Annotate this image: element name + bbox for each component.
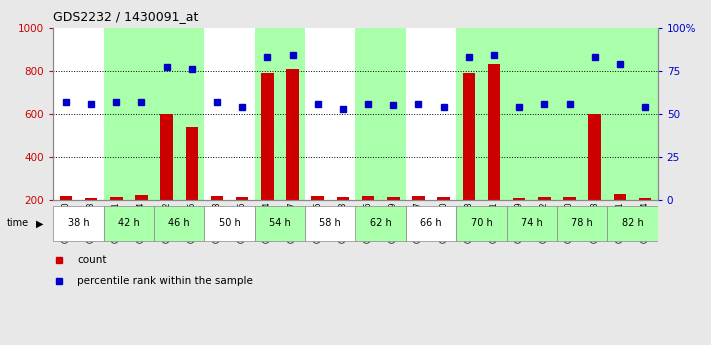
Text: percentile rank within the sample: percentile rank within the sample bbox=[77, 276, 253, 286]
Bar bbox=[60, 196, 73, 243]
Bar bbox=[506, 206, 557, 241]
Bar bbox=[387, 197, 400, 243]
Bar bbox=[186, 127, 198, 243]
Bar bbox=[205, 206, 255, 241]
Bar bbox=[305, 206, 356, 241]
Bar bbox=[456, 206, 506, 241]
Bar bbox=[513, 198, 525, 243]
Bar bbox=[356, 28, 406, 200]
Bar bbox=[255, 206, 305, 241]
Text: GDS2232 / 1430091_at: GDS2232 / 1430091_at bbox=[53, 10, 198, 23]
Text: 82 h: 82 h bbox=[621, 218, 643, 228]
Bar bbox=[456, 28, 506, 200]
Bar bbox=[356, 206, 406, 241]
Bar bbox=[463, 73, 475, 243]
Bar bbox=[104, 28, 154, 200]
Bar bbox=[287, 69, 299, 243]
Bar bbox=[161, 114, 173, 243]
Bar bbox=[255, 28, 305, 200]
Bar bbox=[607, 206, 658, 241]
Text: 46 h: 46 h bbox=[169, 218, 190, 228]
Text: 50 h: 50 h bbox=[219, 218, 240, 228]
Bar bbox=[557, 28, 607, 200]
Bar bbox=[538, 197, 550, 243]
Bar bbox=[210, 196, 223, 243]
Bar bbox=[135, 195, 148, 243]
Bar bbox=[85, 198, 97, 243]
Text: 42 h: 42 h bbox=[118, 218, 140, 228]
Text: 54 h: 54 h bbox=[269, 218, 291, 228]
Bar bbox=[406, 206, 456, 241]
Bar bbox=[154, 206, 205, 241]
Text: 78 h: 78 h bbox=[571, 218, 593, 228]
Bar bbox=[110, 197, 122, 243]
Text: 70 h: 70 h bbox=[471, 218, 492, 228]
Text: 58 h: 58 h bbox=[319, 218, 341, 228]
Bar bbox=[437, 197, 450, 243]
Bar bbox=[563, 197, 576, 243]
Bar bbox=[261, 73, 274, 243]
Bar bbox=[362, 196, 375, 243]
Bar bbox=[336, 197, 349, 243]
Text: count: count bbox=[77, 256, 107, 265]
Bar bbox=[638, 198, 651, 243]
Bar bbox=[412, 196, 424, 243]
Text: 66 h: 66 h bbox=[420, 218, 442, 228]
Bar bbox=[614, 194, 626, 243]
Bar bbox=[557, 206, 607, 241]
Text: 38 h: 38 h bbox=[68, 218, 90, 228]
Bar bbox=[154, 28, 205, 200]
Bar bbox=[506, 28, 557, 200]
Bar bbox=[589, 114, 601, 243]
Bar bbox=[104, 206, 154, 241]
Text: time: time bbox=[7, 218, 29, 228]
Bar bbox=[236, 197, 248, 243]
Bar bbox=[53, 206, 104, 241]
Bar bbox=[607, 28, 658, 200]
Text: 74 h: 74 h bbox=[521, 218, 542, 228]
Bar bbox=[488, 64, 501, 243]
Text: ▶: ▶ bbox=[36, 218, 43, 228]
Bar bbox=[311, 196, 324, 243]
Text: 62 h: 62 h bbox=[370, 218, 392, 228]
